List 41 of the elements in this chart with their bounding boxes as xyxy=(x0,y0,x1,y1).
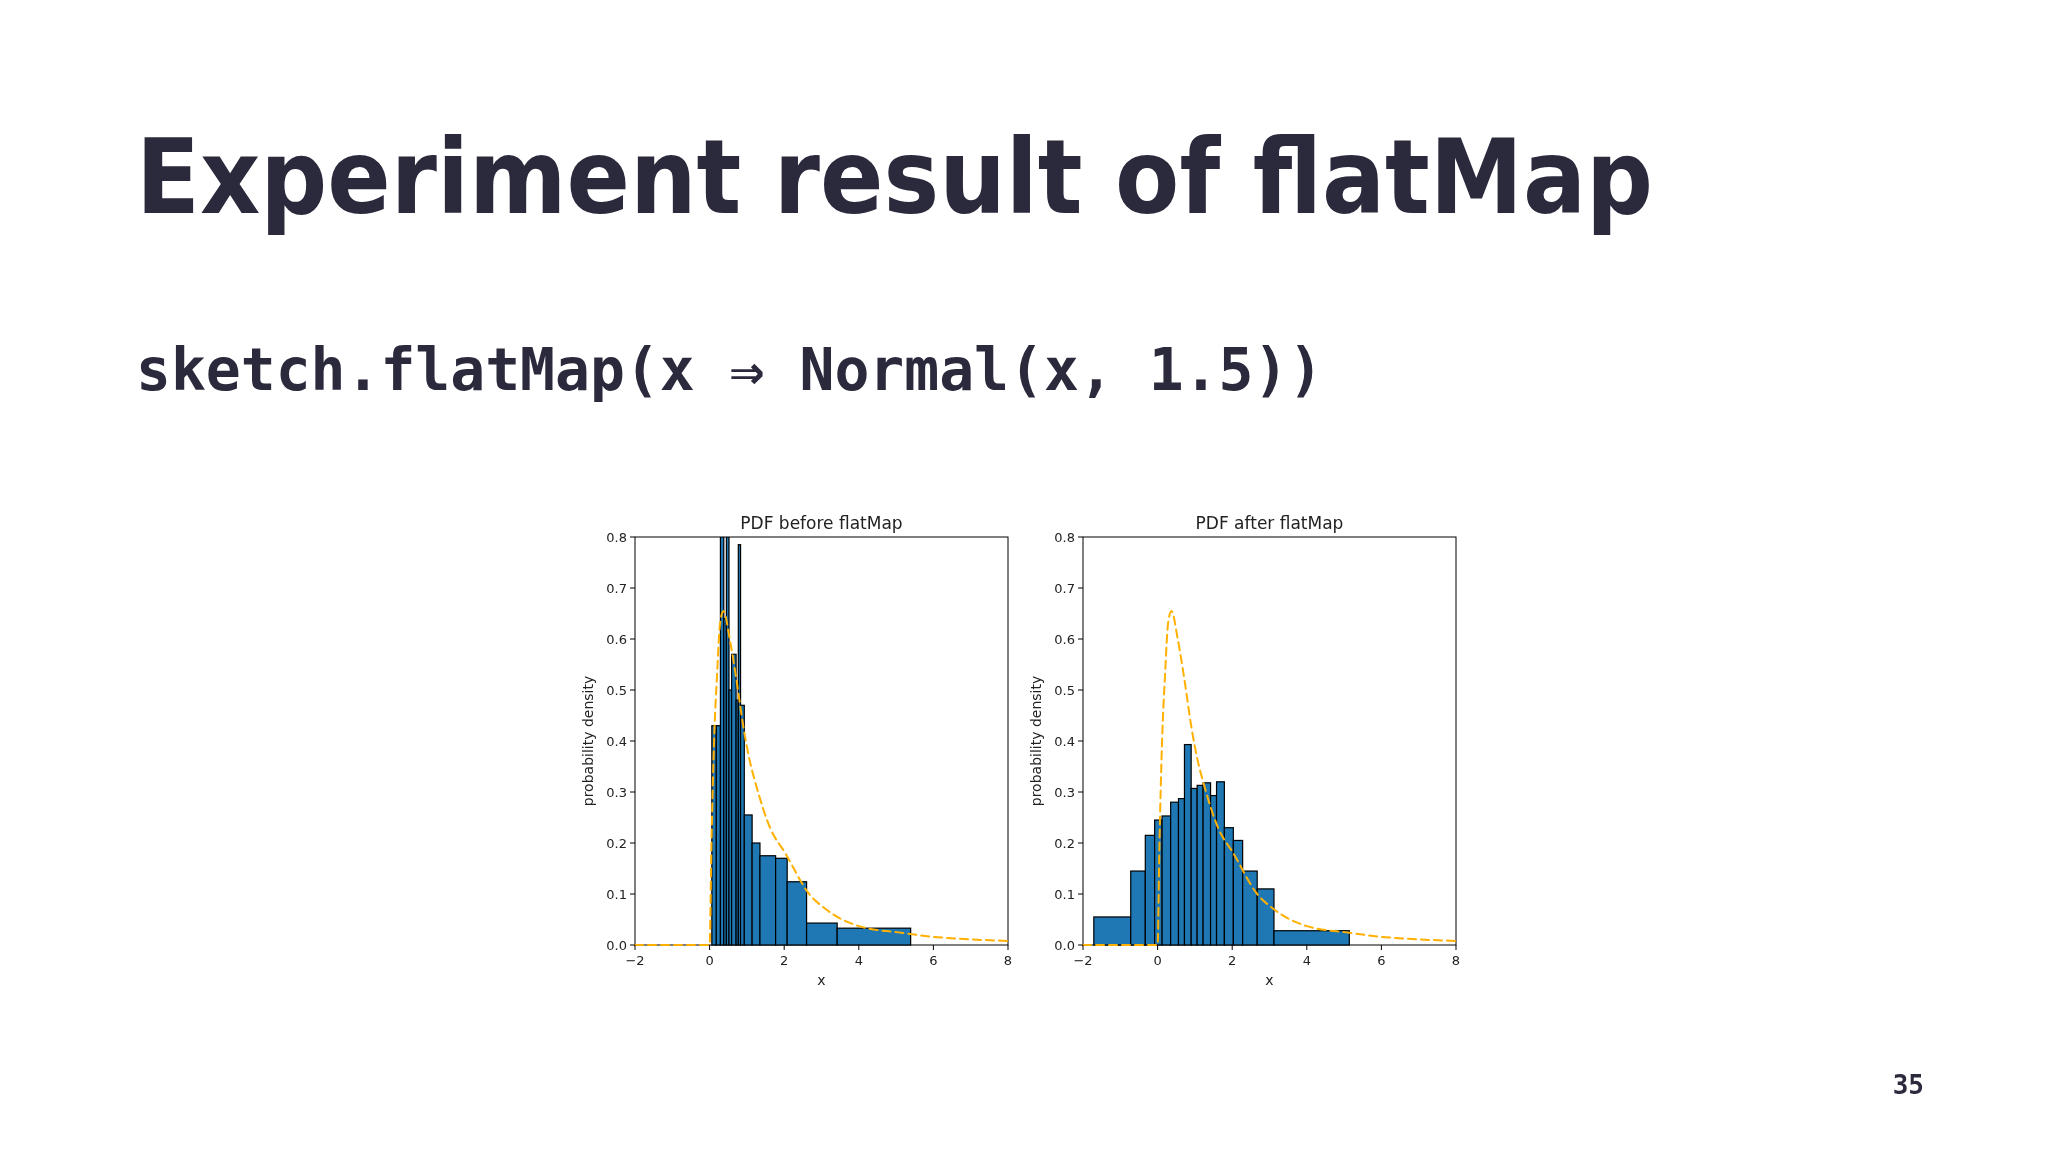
text: sketch.flatMap(x ⇒ Normal(x, 1.5)) xyxy=(136,336,1324,404)
y-tick-label: 0.8 xyxy=(606,529,627,545)
y-tick-label: 0.5 xyxy=(606,682,627,698)
x-tick-label: 0 xyxy=(1153,953,1162,968)
x-axis-title: x xyxy=(1265,972,1274,988)
y-tick-label: 0.2 xyxy=(1054,835,1075,851)
y-tick-label: 0.4 xyxy=(606,733,627,749)
y-tick-label: 0.7 xyxy=(606,580,627,596)
y-tick-label: 0.4 xyxy=(1054,733,1075,749)
y-tick-label: 0.1 xyxy=(1054,886,1075,902)
line-series xyxy=(634,609,1009,946)
x-tick-label: 2 xyxy=(1228,953,1237,968)
y-axis-title: probability density xyxy=(580,675,596,807)
y-tick-label: 0.7 xyxy=(1054,580,1075,596)
x-axis-title: x xyxy=(817,972,826,988)
x-tick-label: 0 xyxy=(705,953,714,968)
x-tick-label: 2 xyxy=(780,953,789,968)
x-tick-label: 6 xyxy=(929,953,938,968)
y-tick-label: 0.3 xyxy=(606,784,627,800)
y-tick-label: 0.5 xyxy=(1054,682,1075,698)
y-tick-label: 0.0 xyxy=(606,937,627,953)
y-tick-label: 0.6 xyxy=(606,631,627,647)
text: Experiment result of flatMap xyxy=(136,116,1654,238)
x-tick-label: 8 xyxy=(1451,953,1461,968)
y-tick-label: 0.0 xyxy=(1054,937,1075,953)
y-tick-label: 0.1 xyxy=(606,886,627,902)
line-series xyxy=(1082,609,1457,946)
x-tick-label: 4 xyxy=(854,953,863,968)
x-tick-label: −2 xyxy=(625,953,645,968)
y-tick-label: 0.2 xyxy=(606,835,627,851)
x-tick-label: 8 xyxy=(1003,953,1013,968)
y-tick-label: 0.8 xyxy=(1054,529,1075,545)
y-axis-title: probability density xyxy=(1028,675,1044,807)
chart-title: PDF before flatMap xyxy=(740,513,903,533)
text: 35 xyxy=(1892,1070,1924,1100)
chart-title: PDF after flatMap xyxy=(1195,513,1344,533)
x-tick-label: −2 xyxy=(1073,953,1093,968)
x-tick-label: 4 xyxy=(1302,953,1311,968)
x-tick-label: 6 xyxy=(1377,953,1386,968)
y-tick-label: 0.3 xyxy=(1054,784,1075,800)
y-tick-label: 0.6 xyxy=(1054,631,1075,647)
